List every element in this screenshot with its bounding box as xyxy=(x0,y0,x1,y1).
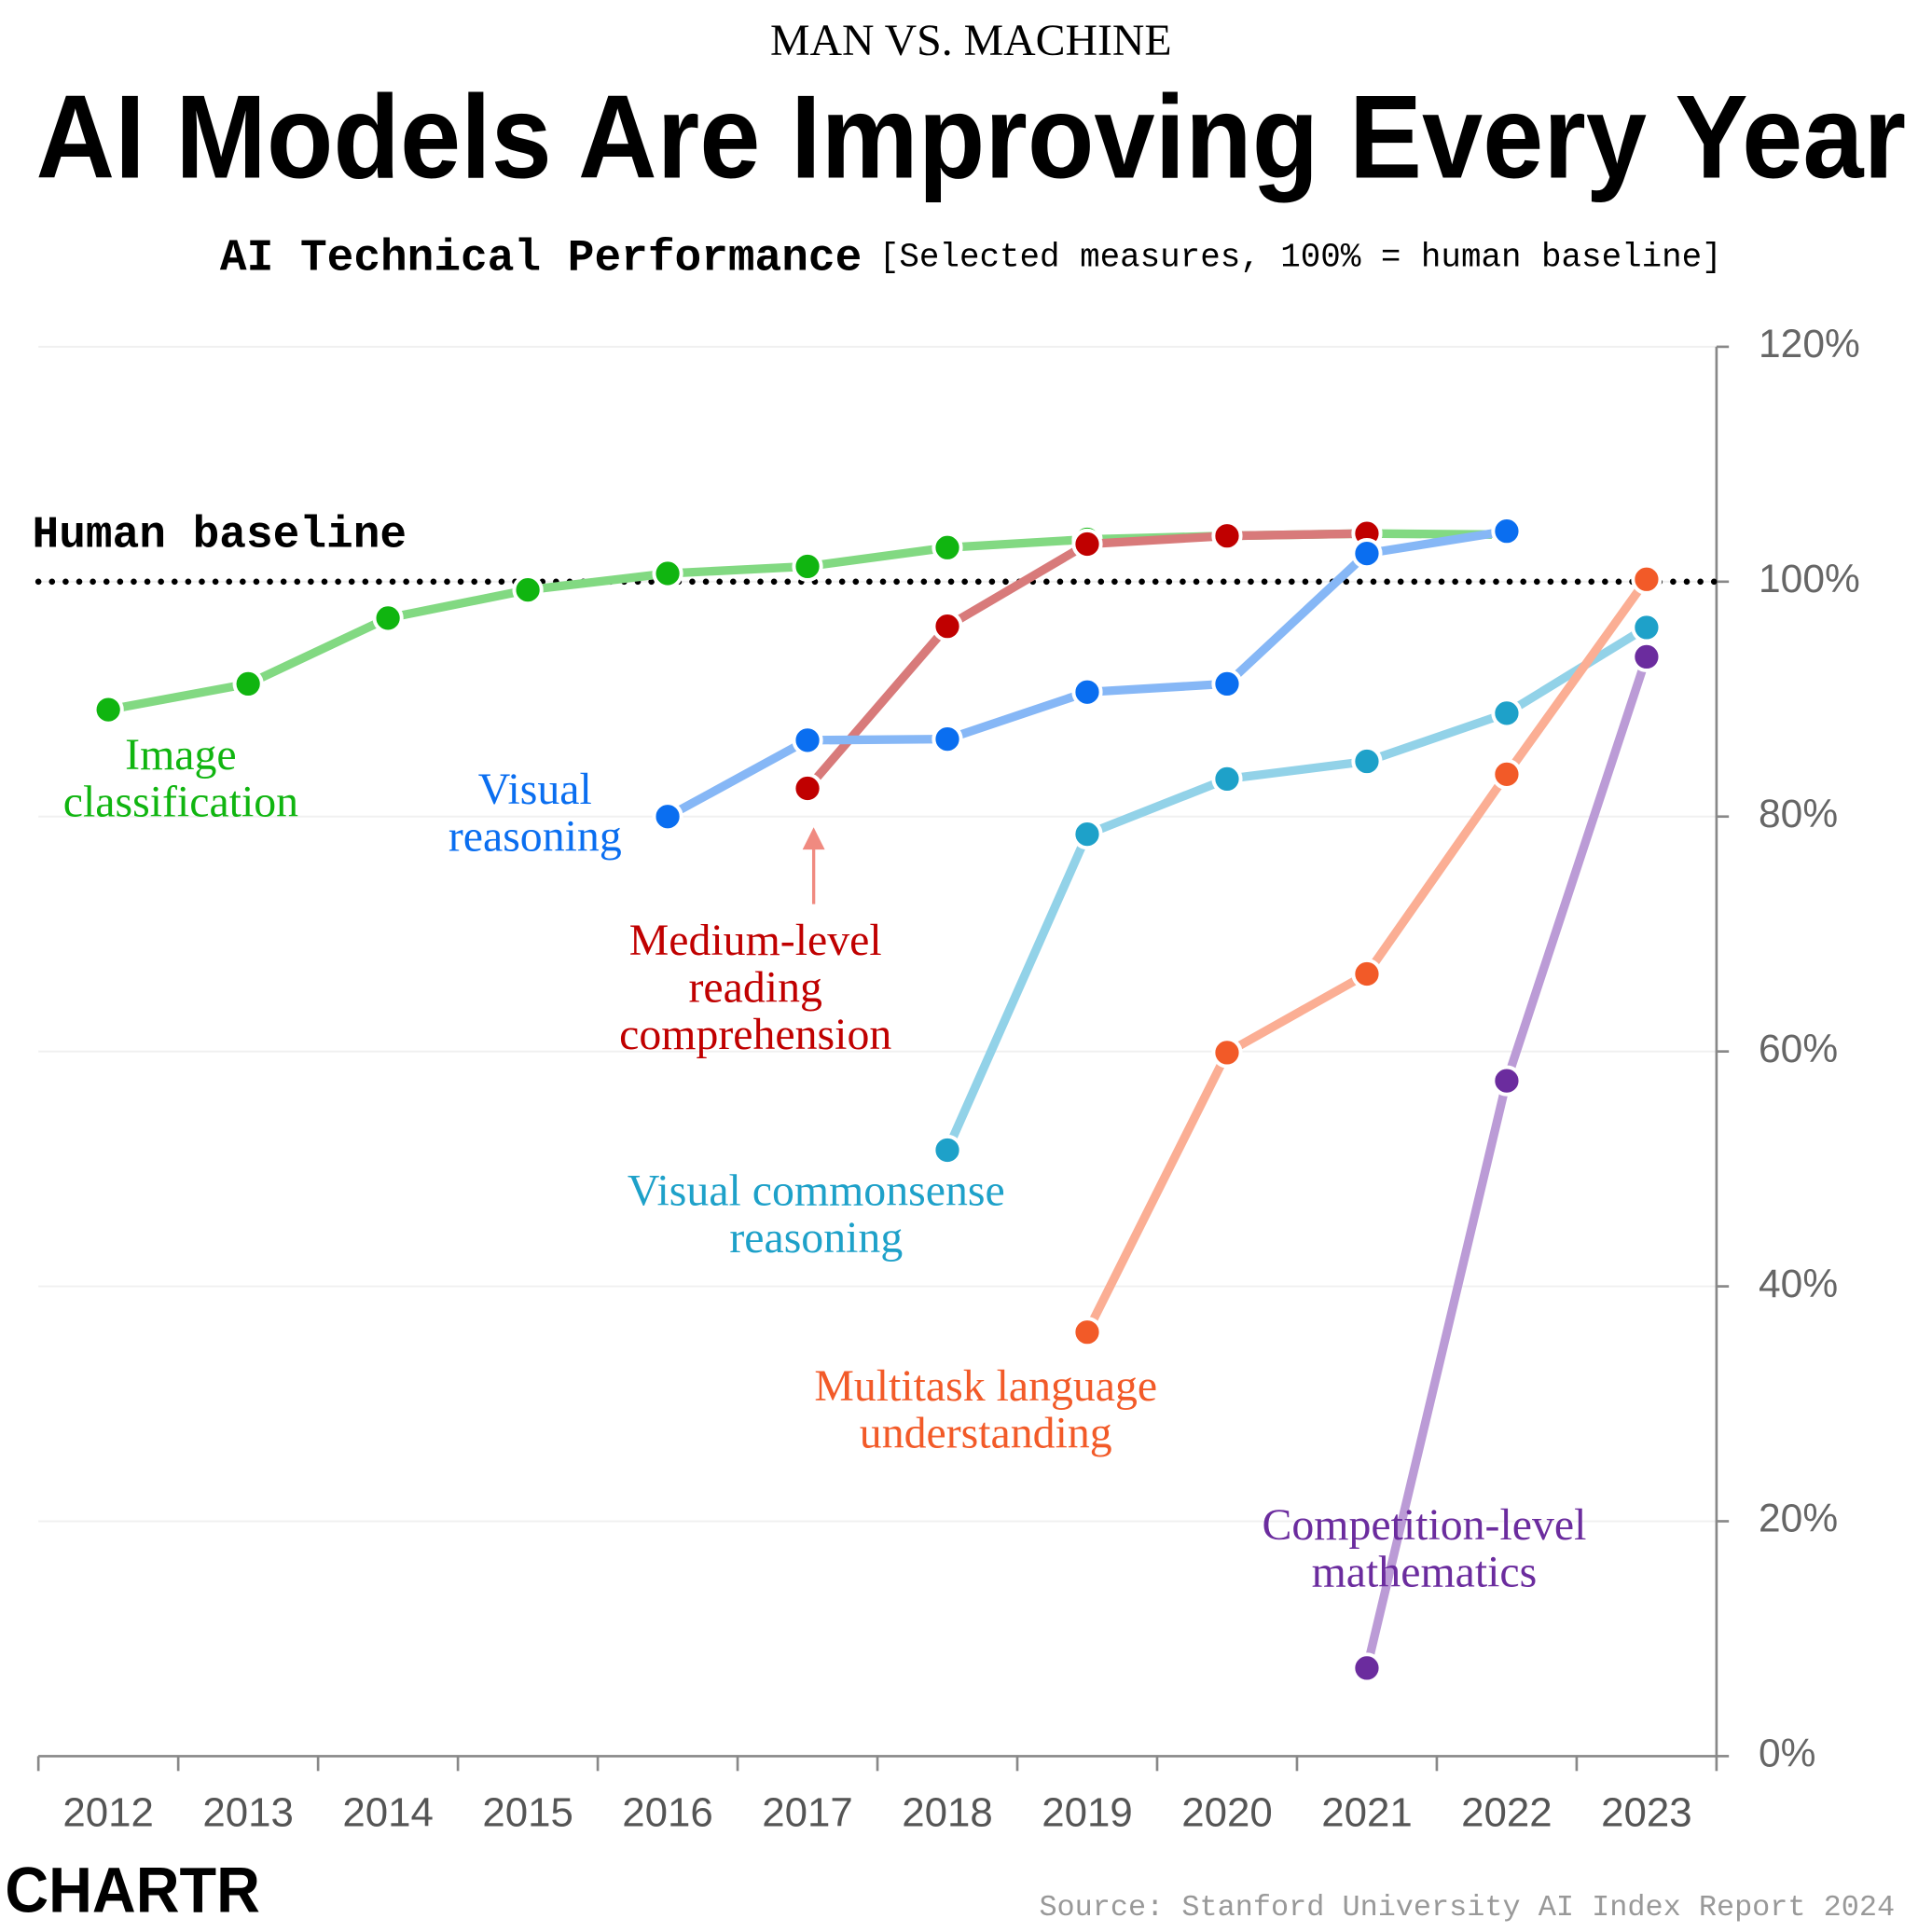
series-line xyxy=(1083,576,1650,1334)
data-point xyxy=(652,801,683,833)
chart-title: AI Models Are Improving Every Year xyxy=(36,71,1907,203)
data-point xyxy=(1491,758,1523,790)
data-point xyxy=(792,724,823,756)
data-point xyxy=(512,574,544,606)
subtitle: AI Technical Performance xyxy=(220,233,862,283)
data-point xyxy=(1351,537,1383,570)
plot-area: 0% 20% 40% 60% 80% 100% 120% 2012 2013 2014 2015 20… xyxy=(33,323,1860,1836)
y-tick-label: 80% xyxy=(1759,793,1838,836)
baseline-label: Human baseline xyxy=(33,510,407,560)
data-point xyxy=(792,550,823,583)
data-point xyxy=(932,1134,963,1166)
series-line xyxy=(804,529,1368,792)
data-point xyxy=(1631,563,1663,595)
x-tick-label: 2021 xyxy=(1321,1790,1413,1836)
x-tick-label: 2012 xyxy=(62,1790,154,1836)
x-tick-label: 2019 xyxy=(1042,1790,1133,1836)
data-point xyxy=(792,772,823,805)
y-tick-label: 100% xyxy=(1759,558,1860,601)
y-tick-label: 20% xyxy=(1759,1497,1838,1541)
y-tick-label: 40% xyxy=(1759,1263,1838,1306)
subtitle-note: [Selected measures, 100% = human baselin… xyxy=(879,239,1722,277)
x-tick-label: 2020 xyxy=(1181,1790,1273,1836)
x-tick-label: 2016 xyxy=(622,1790,713,1836)
series-label: Multitask language understanding xyxy=(814,1360,1158,1458)
series-label: Visual commonsense reasoning xyxy=(627,1165,1005,1263)
x-tick-label: 2023 xyxy=(1601,1790,1692,1836)
x-tick-label: 2014 xyxy=(342,1790,434,1836)
data-point xyxy=(1631,612,1663,643)
data-point xyxy=(932,531,963,563)
data-point xyxy=(1071,1317,1103,1348)
data-point xyxy=(1351,745,1383,778)
series-line xyxy=(665,527,1508,821)
data-point xyxy=(232,668,264,699)
series-label: Image classification xyxy=(62,729,299,826)
series-label: Competition-level mathematics xyxy=(1262,1499,1587,1597)
logo: CHARTR xyxy=(5,1853,260,1925)
data-point xyxy=(372,602,404,634)
data-point xyxy=(652,558,683,589)
data-point xyxy=(1211,763,1243,795)
data-point xyxy=(1631,641,1663,673)
x-tick-label: 2015 xyxy=(482,1790,573,1836)
data-point xyxy=(1491,697,1523,729)
series-label: Visual reasoning xyxy=(448,764,622,862)
series-label: Medium-level reading comprehension xyxy=(619,915,892,1059)
x-tick-label: 2022 xyxy=(1461,1790,1552,1836)
data-point xyxy=(1211,520,1243,552)
x-tick-label: 2018 xyxy=(902,1790,993,1836)
data-point xyxy=(1351,958,1383,990)
subtitle-line: AI Technical Performance [Selected measur… xyxy=(220,233,1722,283)
x-tick-label: 2013 xyxy=(202,1790,294,1836)
y-tick-label: 120% xyxy=(1759,323,1860,366)
x-tick-label: 2017 xyxy=(762,1790,853,1836)
data-point xyxy=(1211,668,1243,699)
data-point xyxy=(1211,1037,1243,1069)
arrow-head xyxy=(802,827,825,850)
data-point xyxy=(1071,528,1103,560)
data-point xyxy=(932,611,963,642)
y-tick-label: 60% xyxy=(1759,1028,1838,1071)
data-point xyxy=(92,694,124,725)
kicker: MAN VS. MACHINE xyxy=(770,16,1172,65)
source: Source: Stanford University AI Index Rep… xyxy=(1039,1890,1895,1925)
data-point xyxy=(1071,676,1103,708)
y-tick-label: 0% xyxy=(1759,1732,1815,1776)
data-point xyxy=(1071,819,1103,850)
data-point xyxy=(932,723,963,755)
data-point xyxy=(1491,516,1523,547)
data-point xyxy=(1491,1065,1523,1097)
data-point xyxy=(1351,1652,1383,1684)
series-line xyxy=(943,623,1649,1152)
